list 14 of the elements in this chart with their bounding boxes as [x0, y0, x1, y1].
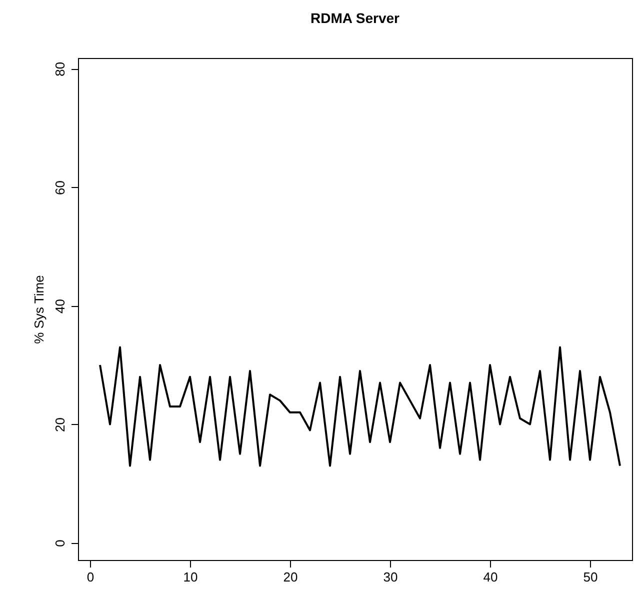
x-tick-label: 10 [183, 570, 198, 584]
y-tick-label: 20 [52, 418, 68, 432]
line-series [99, 346, 621, 467]
x-tick-label: 0 [86, 570, 94, 584]
y-axis-title: % Sys Time [32, 275, 46, 344]
x-tick-label: 50 [583, 570, 598, 584]
y-tick-label: 80 [52, 62, 68, 76]
x-tick-label: 30 [383, 570, 398, 584]
y-tick-label: 40 [52, 299, 68, 314]
chart-title: RDMA Server [310, 10, 400, 26]
y-tick-label: 0 [52, 540, 68, 547]
x-tick-label: 40 [483, 570, 498, 584]
x-tick-label: 20 [283, 570, 298, 584]
y-tick-label: 60 [52, 180, 68, 195]
